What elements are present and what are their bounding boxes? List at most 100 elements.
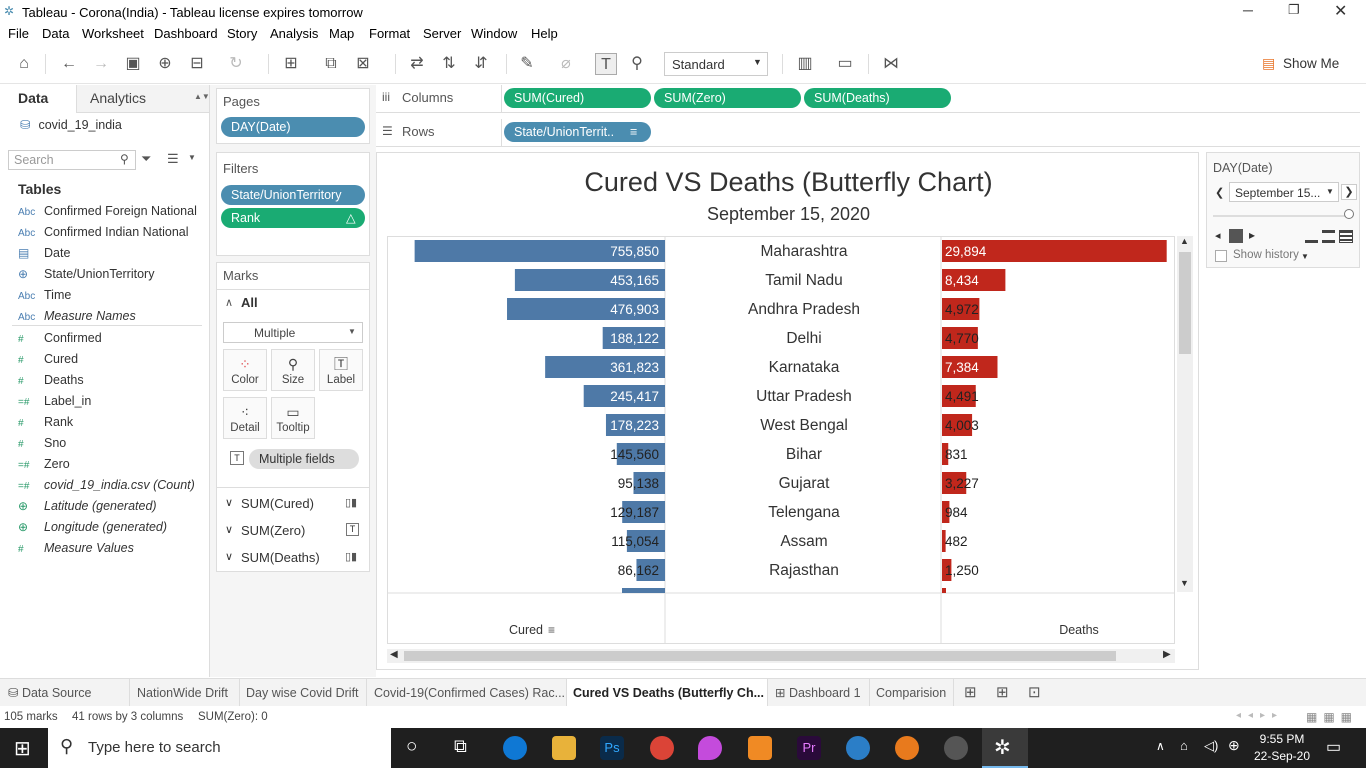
home-icon[interactable]: ⌂ bbox=[19, 55, 29, 72]
page-select[interactable]: September 15... ▼ bbox=[1229, 182, 1339, 202]
bar-cured[interactable] bbox=[633, 472, 665, 494]
menu-data[interactable]: Data bbox=[42, 26, 70, 41]
bar-cured[interactable] bbox=[605, 414, 665, 436]
filter-pill-rank[interactable]: Rank △ bbox=[221, 208, 365, 228]
menu-server[interactable]: Server bbox=[423, 26, 462, 41]
speed-fast-icon[interactable] bbox=[1339, 230, 1353, 243]
presentation-mode-icon[interactable]: ▭ bbox=[837, 55, 853, 72]
bar-deaths[interactable] bbox=[942, 240, 1167, 262]
volume-icon[interactable]: ◁) bbox=[1204, 738, 1219, 753]
chevron-down-icon[interactable]: ▼ bbox=[1301, 252, 1309, 261]
tooltip-button[interactable]: ▭ Tooltip bbox=[271, 397, 315, 439]
tab-covid19-confirmed-race[interactable]: Covid-19(Confirmed Cases) Rac... bbox=[368, 679, 567, 707]
bar-cured[interactable] bbox=[583, 385, 665, 407]
page-slider-track[interactable] bbox=[1213, 215, 1347, 217]
multiple-fields-pill[interactable]: Multiple fields bbox=[249, 449, 359, 469]
clear-sheet-icon[interactable]: ⊠ bbox=[356, 55, 370, 72]
show-history-checkbox[interactable] bbox=[1215, 250, 1227, 262]
play-forward-icon[interactable]: ▸ bbox=[1249, 228, 1256, 242]
mark-type-select[interactable]: Multiple ▼ bbox=[223, 322, 363, 343]
collapse-all-icon[interactable]: ∧ bbox=[225, 297, 234, 309]
field-item[interactable]: Abc Time bbox=[18, 288, 71, 302]
close-icon[interactable]: ✕ bbox=[1334, 3, 1348, 20]
bar-cured[interactable] bbox=[636, 559, 665, 581]
sheet-navigation-icon[interactable]: ◂◂▸▸ bbox=[1236, 710, 1285, 721]
prev-page-icon[interactable]: ❮ bbox=[1215, 187, 1225, 199]
windows-start-icon[interactable]: ⊞ bbox=[14, 738, 31, 760]
field-item[interactable]: =# Zero bbox=[18, 457, 70, 471]
menu-help[interactable]: Help bbox=[531, 26, 558, 41]
field-item[interactable]: Abc Confirmed Foreign National bbox=[18, 204, 197, 218]
filter-pill-state[interactable]: State/UnionTerritory bbox=[221, 185, 365, 205]
new-dashboard-icon[interactable]: ⊞ bbox=[996, 684, 1009, 701]
taskbar-search[interactable]: ⚲ Type here to search bbox=[48, 728, 391, 768]
tab-data[interactable]: Data bbox=[0, 85, 76, 113]
columns-pill-cured[interactable]: SUM(Cured) bbox=[504, 88, 651, 108]
sheet-view-icons[interactable]: ▦▦▦ bbox=[1306, 710, 1359, 724]
bar-deaths[interactable] bbox=[942, 269, 1006, 291]
menu-analysis[interactable]: Analysis bbox=[270, 26, 319, 41]
tab-analytics[interactable]: Analytics ▲▼ bbox=[76, 85, 210, 113]
bar-deaths[interactable] bbox=[942, 356, 998, 378]
marks-deaths-row[interactable]: ∨ SUM(Deaths) ▯▮ bbox=[217, 549, 369, 569]
bar-deaths[interactable] bbox=[942, 443, 949, 465]
tab-nationwide-drift[interactable]: NationWide Drift bbox=[131, 679, 240, 707]
field-item[interactable]: # Cured bbox=[18, 352, 78, 366]
redo-icon[interactable]: → bbox=[93, 55, 109, 72]
stop-icon[interactable] bbox=[1229, 229, 1243, 243]
field-item[interactable]: ⊕ State/UnionTerritory bbox=[18, 267, 154, 281]
field-item[interactable]: # Rank bbox=[18, 415, 73, 429]
tray-chevron-icon[interactable]: ∧ bbox=[1156, 739, 1165, 753]
bar-deaths[interactable] bbox=[942, 298, 980, 320]
field-item[interactable]: ▤ Date bbox=[18, 246, 70, 260]
page-slider-handle[interactable] bbox=[1344, 209, 1354, 219]
field-item[interactable]: =# covid_19_india.csv (Count) bbox=[18, 478, 195, 492]
sort-icon[interactable]: ≡ bbox=[548, 623, 555, 637]
notifications-icon[interactable]: ▭ bbox=[1326, 739, 1342, 756]
label-button[interactable]: 🅃 Label bbox=[319, 349, 363, 391]
bar-cured[interactable] bbox=[414, 240, 665, 262]
network-icon[interactable]: ⌂ bbox=[1180, 738, 1188, 753]
bar-deaths[interactable] bbox=[942, 559, 952, 581]
columns-pill-deaths[interactable]: SUM(Deaths) bbox=[804, 88, 951, 108]
menu-dashboard[interactable]: Dashboard bbox=[154, 26, 218, 41]
tab-data-source[interactable]: ⛁ Data Source bbox=[2, 679, 130, 707]
premiere-icon[interactable]: Pr bbox=[797, 736, 821, 760]
new-worksheet-icon[interactable]: ⊞ bbox=[284, 55, 298, 72]
jupyter-icon[interactable] bbox=[895, 736, 919, 760]
marks-all-label[interactable]: All bbox=[241, 295, 258, 310]
tab-day-wise-covid-drift[interactable]: Day wise Covid Drift bbox=[240, 679, 367, 707]
pause-updates-icon[interactable]: ⊟ bbox=[190, 55, 204, 72]
bar-deaths[interactable] bbox=[942, 501, 950, 523]
field-item[interactable]: =# Label_in bbox=[18, 394, 91, 408]
next-page-icon[interactable]: ❯ bbox=[1341, 184, 1357, 200]
field-item[interactable]: # Confirmed bbox=[18, 331, 102, 345]
show-mark-labels-icon[interactable]: T bbox=[595, 53, 617, 75]
tab-cured-vs-deaths[interactable]: Cured VS Deaths (Butterfly Ch... bbox=[567, 679, 768, 707]
color-button[interactable]: ⁘ Color bbox=[223, 349, 267, 391]
marks-cured-row[interactable]: ∨ SUM(Cured) ▯▮ bbox=[217, 495, 369, 515]
new-datasource-icon[interactable]: ⊕ bbox=[158, 55, 172, 72]
undo-icon[interactable]: ← bbox=[61, 55, 77, 72]
bar-deaths[interactable] bbox=[942, 385, 976, 407]
taskbar-date[interactable]: 22-Sep-20 bbox=[1253, 749, 1311, 763]
minimize-icon[interactable]: ─ bbox=[1243, 2, 1253, 18]
language-icon[interactable]: ⊕ bbox=[1228, 737, 1240, 753]
app-ring-icon[interactable] bbox=[846, 736, 870, 760]
bar-cured[interactable] bbox=[514, 269, 665, 291]
swap-rows-columns-icon[interactable]: ⇄ bbox=[410, 55, 424, 72]
speed-slow-icon[interactable] bbox=[1305, 230, 1318, 243]
field-item[interactable]: # Deaths bbox=[18, 373, 84, 387]
sort-descending-icon[interactable]: ⇵ bbox=[474, 55, 488, 72]
field-item[interactable]: # Measure Values bbox=[18, 541, 134, 555]
share-icon[interactable]: ⋈ bbox=[883, 55, 899, 72]
bar-cured[interactable] bbox=[622, 501, 665, 523]
rows-shelf[interactable]: ☰ Rows State/UnionTerrit.. ≡ bbox=[376, 119, 1360, 147]
scroll-up-icon[interactable]: ▲ bbox=[1180, 236, 1189, 246]
sort-ascending-icon[interactable]: ⇅ bbox=[442, 55, 456, 72]
view-options-icon[interactable]: ☰ bbox=[167, 151, 179, 166]
file-explorer-icon[interactable] bbox=[552, 736, 576, 760]
menu-story[interactable]: Story bbox=[227, 26, 258, 41]
cortana-icon[interactable]: ○ bbox=[406, 736, 418, 757]
tab-menu-icon[interactable]: ▲▼ bbox=[194, 92, 210, 101]
